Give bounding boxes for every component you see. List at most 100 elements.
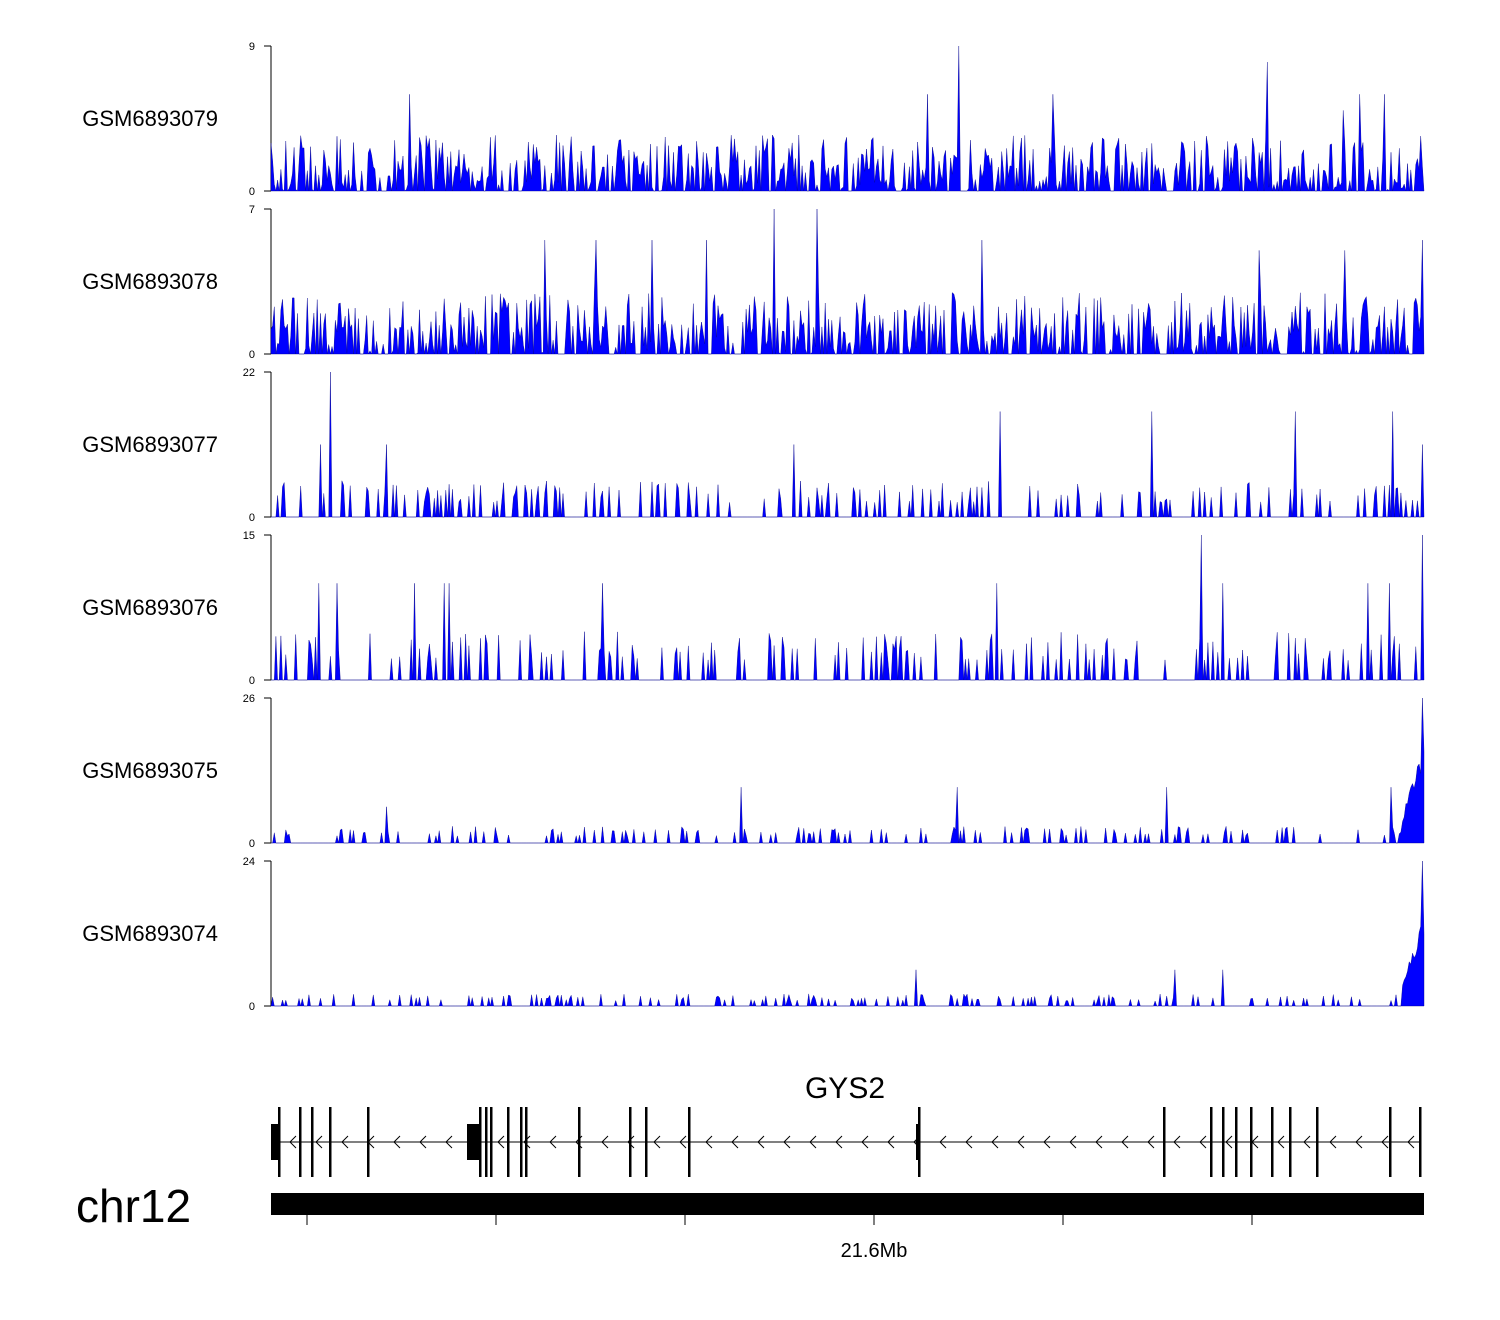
strand-arrow xyxy=(939,1135,947,1149)
exon xyxy=(278,1107,281,1177)
strand-arrow xyxy=(419,1135,427,1149)
exon xyxy=(1271,1107,1274,1177)
track-label: GSM6893079 xyxy=(82,106,218,131)
strand-arrow xyxy=(1329,1135,1337,1149)
strand-arrow xyxy=(393,1135,401,1149)
strand-arrow xyxy=(549,1135,557,1149)
strand-arrow xyxy=(653,1135,661,1149)
strand-arrow xyxy=(627,1135,635,1149)
strand-arrow xyxy=(601,1135,609,1149)
chromosome-label: chr12 xyxy=(76,1180,191,1232)
strand-arrow xyxy=(1069,1135,1077,1149)
exon xyxy=(1222,1107,1225,1177)
y-tick-label-max: 7 xyxy=(249,204,255,216)
y-tick-label-min: 0 xyxy=(249,349,255,361)
strand-arrow xyxy=(1381,1135,1389,1149)
coverage-area xyxy=(270,860,1425,1007)
strand-arrow xyxy=(1095,1135,1103,1149)
strand-arrow xyxy=(1407,1135,1415,1149)
exon xyxy=(629,1107,632,1177)
strand-arrow xyxy=(991,1135,999,1149)
track-GSM6893077: GSM6893077 22 0 xyxy=(82,367,1425,524)
y-tick-label-min: 0 xyxy=(249,838,255,850)
strand-arrow xyxy=(289,1135,297,1149)
coverage-area xyxy=(270,208,1425,355)
exon xyxy=(578,1107,581,1177)
strand-arrow xyxy=(1199,1135,1207,1149)
strand-arrow xyxy=(1355,1135,1363,1149)
strand-arrow xyxy=(497,1135,505,1149)
exon xyxy=(490,1107,493,1177)
exon xyxy=(299,1107,302,1177)
strand-arrow xyxy=(1017,1135,1025,1149)
exon xyxy=(1210,1107,1213,1177)
coverage-area xyxy=(271,697,1425,844)
track-GSM6893078: GSM6893078 7 0 xyxy=(82,204,1425,361)
coverage-area xyxy=(270,45,1425,192)
exon xyxy=(1389,1107,1392,1177)
y-tick-label-min: 0 xyxy=(249,1001,255,1013)
track-label: GSM6893074 xyxy=(82,921,218,946)
strand-arrow xyxy=(1277,1135,1285,1149)
strand-arrow xyxy=(809,1135,817,1149)
y-tick-label-min: 0 xyxy=(249,512,255,524)
exon xyxy=(525,1107,528,1177)
exon-utr xyxy=(271,1124,279,1160)
strand-arrow xyxy=(887,1135,895,1149)
strand-arrow xyxy=(1121,1135,1129,1149)
exon-utr xyxy=(916,1124,920,1160)
chromosome-bar xyxy=(271,1193,1424,1215)
track-GSM6893075: GSM6893075 26 0 xyxy=(82,693,1425,850)
track-GSM6893076: GSM6893076 15 0 xyxy=(82,530,1425,687)
y-tick-label-max: 26 xyxy=(243,693,255,705)
strand-arrow xyxy=(835,1135,843,1149)
y-tick-label-max: 15 xyxy=(243,530,255,542)
strand-arrow xyxy=(1043,1135,1051,1149)
strand-arrow xyxy=(731,1135,739,1149)
exon xyxy=(311,1107,314,1177)
gene-model xyxy=(271,1107,1422,1177)
y-tick-label-max: 24 xyxy=(243,856,255,868)
exon xyxy=(485,1107,488,1177)
exon xyxy=(367,1107,370,1177)
exon xyxy=(1163,1107,1166,1177)
strand-arrow xyxy=(705,1135,713,1149)
y-tick-label-max: 9 xyxy=(249,41,255,53)
chromosome-axis: chr12 21.6Mb xyxy=(76,1180,1424,1262)
strand-arrow xyxy=(1303,1135,1311,1149)
strand-arrow xyxy=(783,1135,791,1149)
exon xyxy=(329,1107,332,1177)
strand-arrow xyxy=(861,1135,869,1149)
exon xyxy=(645,1107,648,1177)
axis-ticks xyxy=(306,1215,1253,1225)
exon xyxy=(520,1107,523,1177)
exon xyxy=(1250,1107,1253,1177)
exon xyxy=(688,1107,691,1177)
strand-arrow xyxy=(1147,1135,1155,1149)
coverage-area xyxy=(271,534,1425,681)
exon xyxy=(1289,1107,1292,1177)
coverage-area xyxy=(271,371,1425,518)
strand-arrow xyxy=(1173,1135,1181,1149)
strand-arrow xyxy=(965,1135,973,1149)
gene-track: GYS2 xyxy=(271,1072,1422,1177)
strand-arrow xyxy=(757,1135,765,1149)
strand-arrow xyxy=(1225,1135,1233,1149)
y-tick-label-min: 0 xyxy=(249,186,255,198)
track-label: GSM6893075 xyxy=(82,758,218,783)
y-tick-label-max: 22 xyxy=(243,367,255,379)
gene-name-label: GYS2 xyxy=(805,1072,885,1105)
track-GSM6893074: GSM6893074 24 0 xyxy=(82,856,1425,1013)
exon xyxy=(1235,1107,1238,1177)
strand-arrow xyxy=(341,1135,349,1149)
y-tick-label-min: 0 xyxy=(249,675,255,687)
coverage-tracks: GSM689307990GSM689307870GSM6893077220GSM… xyxy=(82,41,1425,1013)
strand-arrow xyxy=(523,1135,531,1149)
track-label: GSM6893078 xyxy=(82,269,218,294)
exon xyxy=(507,1107,510,1177)
strand-arrow xyxy=(445,1135,453,1149)
exon xyxy=(1419,1107,1422,1177)
strand-arrow xyxy=(679,1135,687,1149)
exon xyxy=(1316,1107,1319,1177)
